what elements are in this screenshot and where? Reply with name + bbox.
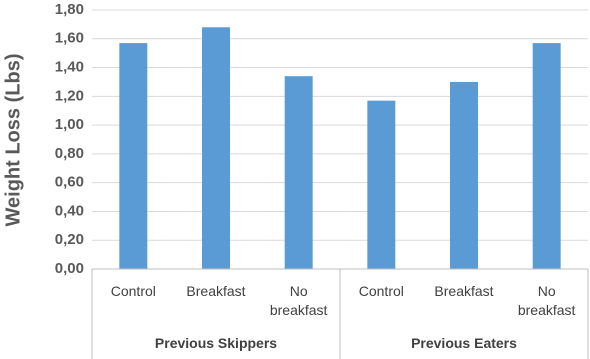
- x-tick-label: No breakfast: [269, 283, 328, 318]
- y-tick-label: 0,20: [55, 231, 84, 248]
- bar: [284, 76, 313, 269]
- y-axis-title: Weight Loss (Lbs): [2, 54, 24, 227]
- y-tick-label: 0,80: [55, 145, 84, 162]
- bar: [367, 100, 396, 270]
- y-tick-label: 1,40: [55, 59, 84, 76]
- bar: [119, 43, 148, 269]
- x-tick-label: Control: [110, 283, 156, 299]
- x-tick-label: No breakfast: [517, 283, 576, 318]
- y-tick-label: 0,60: [55, 174, 84, 191]
- y-tick-label: 0,40: [55, 202, 84, 219]
- group-label: Previous Eaters: [411, 335, 517, 351]
- bar: [202, 27, 230, 270]
- x-tick-label: Breakfast: [434, 283, 494, 299]
- y-tick-label: 1,80: [55, 1, 84, 18]
- group-label: Previous Skippers: [154, 335, 278, 351]
- x-tick-label: Breakfast: [186, 283, 246, 299]
- bar: [532, 43, 561, 269]
- y-tick-label: 1,60: [55, 30, 84, 47]
- y-tick-label: 1,00: [55, 116, 84, 133]
- y-tick-label: 0,00: [55, 260, 84, 277]
- bar: [450, 81, 478, 269]
- x-tick-label: Control: [358, 283, 404, 299]
- y-tick-label: 1,20: [55, 87, 84, 104]
